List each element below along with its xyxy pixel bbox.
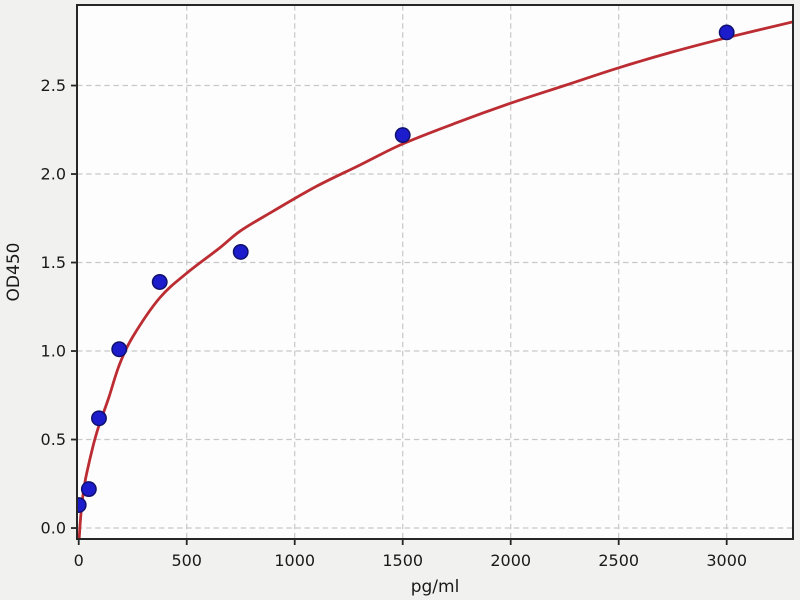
x-axis-label: pg/ml xyxy=(411,577,460,597)
y-axis-label: OD450 xyxy=(4,243,24,302)
plot-area xyxy=(77,5,793,539)
y-tick-label: 2.5 xyxy=(41,76,66,95)
data-point xyxy=(718,24,735,41)
data-point xyxy=(91,410,107,427)
data-point xyxy=(151,274,168,290)
x-tick-label: 0 xyxy=(74,551,84,570)
data-point xyxy=(111,341,128,358)
data-point xyxy=(232,243,249,260)
fit-curve-line xyxy=(77,20,793,539)
y-tick-label: 2.0 xyxy=(41,165,66,184)
y-tick-label: 0.5 xyxy=(41,430,66,449)
x-tick-label: 2500 xyxy=(598,551,639,570)
data-points xyxy=(77,24,735,513)
y-tick-labels: 0.0 0.5 1.0 1.5 2.0 2.5 xyxy=(41,76,66,537)
axis-ticks xyxy=(71,84,728,545)
y-tick-label: 0.0 xyxy=(41,519,66,538)
x-tick-label: 1000 xyxy=(274,551,315,570)
fit-curve xyxy=(77,20,793,539)
data-point xyxy=(77,497,87,513)
y-tick-label: 1.5 xyxy=(41,253,66,272)
y-tick-label: 1.0 xyxy=(41,342,66,361)
x-tick-label: 3000 xyxy=(706,551,747,570)
axes-border xyxy=(76,4,794,540)
x-tick-labels: 0 500 1000 1500 2000 2500 3000 xyxy=(74,551,747,570)
x-tick-label: 2000 xyxy=(490,551,531,570)
data-point xyxy=(394,127,411,144)
x-tick-label: 1500 xyxy=(382,551,423,570)
x-tick-label: 500 xyxy=(171,551,202,570)
data-point xyxy=(80,481,97,498)
